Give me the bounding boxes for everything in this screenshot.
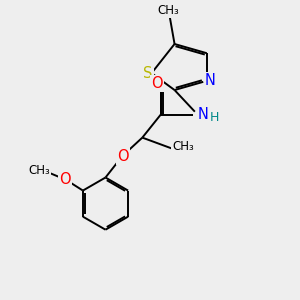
Text: CH₃: CH₃ xyxy=(158,4,179,17)
Text: O: O xyxy=(151,76,163,91)
Text: CH₃: CH₃ xyxy=(28,164,50,177)
Text: N: N xyxy=(205,73,216,88)
Text: CH₃: CH₃ xyxy=(172,140,194,153)
Text: H: H xyxy=(210,110,219,124)
Text: N: N xyxy=(197,107,208,122)
Text: O: O xyxy=(117,148,129,164)
Text: O: O xyxy=(60,172,71,187)
Text: S: S xyxy=(143,66,152,81)
